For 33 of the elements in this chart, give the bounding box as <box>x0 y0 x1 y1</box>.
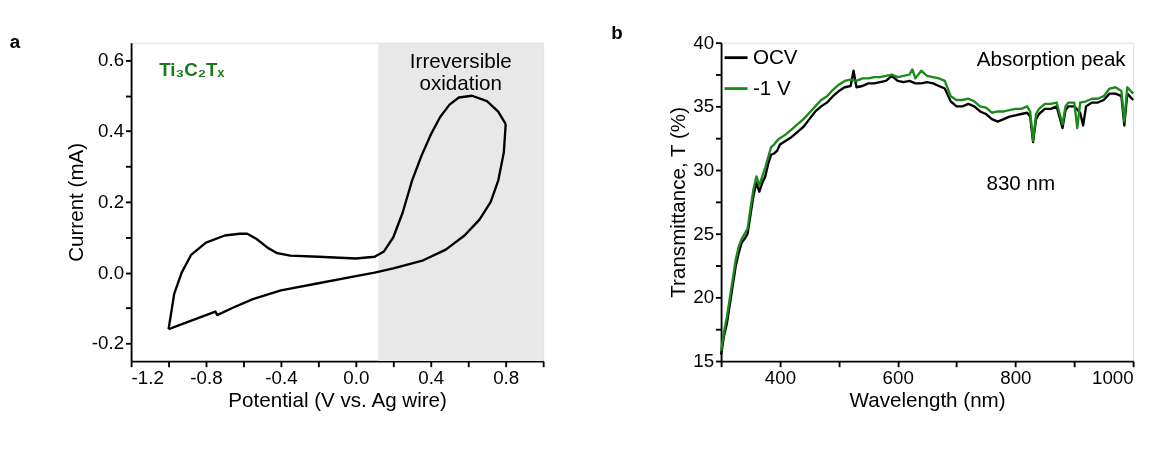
y-tick-label: -0.2 <box>91 332 125 354</box>
y-tick-label: 25 <box>693 222 715 244</box>
y-tick-label: 30 <box>693 159 715 181</box>
x-tick-label: 400 <box>764 367 797 389</box>
x-tick-label: 600 <box>882 367 914 389</box>
x-axis-title: Wavelength (nm) <box>849 388 1006 412</box>
x-tick-label: 0.0 <box>343 367 370 389</box>
y-axis-title: Transmittance, T (%) <box>665 106 689 298</box>
x-tick-label: 1000 <box>1091 367 1134 389</box>
y-tick-label: 0.2 <box>98 190 125 212</box>
annotation: Ti₃C₂Tₓ <box>159 59 225 81</box>
x-tick-label: 0.4 <box>418 367 445 389</box>
y-tick-label: 35 <box>693 95 715 117</box>
y-axis-title: Current (mA) <box>64 142 88 262</box>
x-tick-label: -1.2 <box>131 367 164 389</box>
y-tick-label: 40 <box>693 31 715 53</box>
chart-title: b <box>611 21 623 43</box>
y-tick-label: 0.6 <box>98 49 125 71</box>
x-axis-title: Potential (V vs. Ag wire) <box>228 388 447 412</box>
x-tick-label: 800 <box>1000 367 1032 389</box>
y-tick-label: 0.4 <box>98 120 125 142</box>
x-tick-label: 0.8 <box>493 367 520 389</box>
annotation: 830 nm <box>986 170 1056 194</box>
chart-title: a <box>9 31 21 53</box>
legend-label: OCV <box>752 45 798 69</box>
annotation: Absorption peak <box>976 47 1127 71</box>
y-tick-label: 15 <box>693 350 715 372</box>
y-tick-label: 0.0 <box>98 261 125 283</box>
x-tick-label: -0.4 <box>265 367 298 389</box>
x-tick-label: -0.8 <box>190 367 223 389</box>
legend-label: -1 V <box>752 76 791 100</box>
y-tick-label: 20 <box>693 286 715 308</box>
band-label: Irreversible oxidation <box>409 48 512 95</box>
